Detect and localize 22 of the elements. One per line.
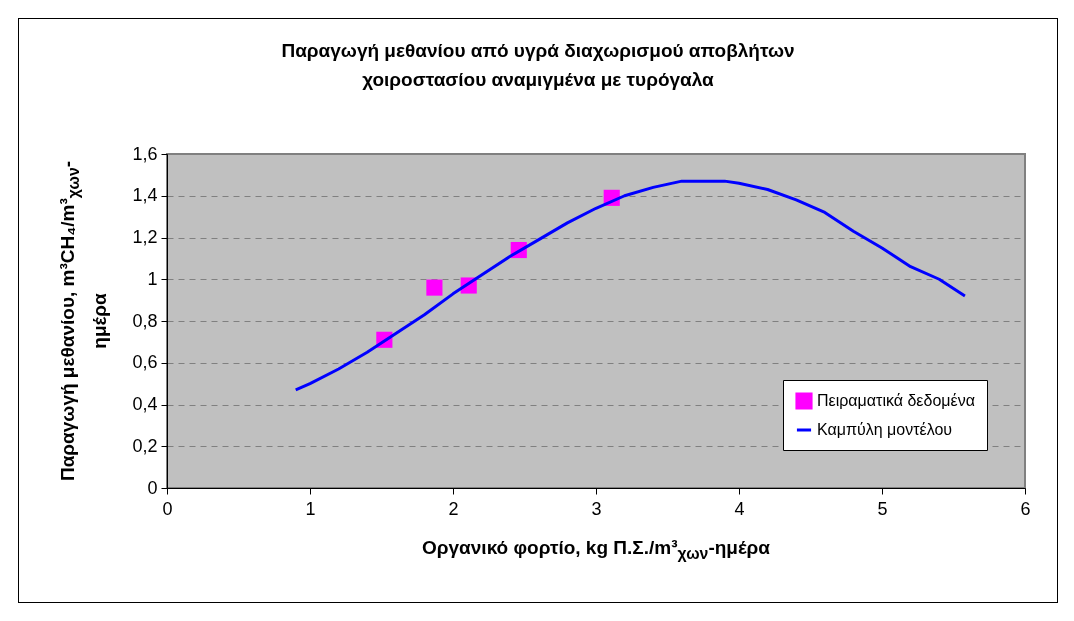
x-tick-label: 0 [162, 498, 173, 519]
legend-label: Καμπύλη μοντέλου [817, 421, 953, 438]
y-tick-label: 0,8 [132, 310, 158, 331]
y-tick-label: 1,2 [132, 227, 158, 247]
x-axis-title: Οργανικό φορτίο, kg Π.Σ./m³$_{χων}$-ημέρα [422, 537, 770, 563]
legend-label: Πειραματικά δεδομένα [817, 392, 975, 409]
y-tick-label: 0,2 [132, 435, 158, 456]
y-tick-label: 0 [147, 477, 158, 498]
x-tick-label: 3 [591, 498, 602, 519]
point [426, 279, 443, 296]
line-series [294, 179, 967, 392]
x-tick-label: 4 [734, 498, 745, 519]
x-tick-label: 2 [448, 498, 459, 519]
y-tick-label: 1,4 [132, 185, 158, 206]
y-tick-label: 1,6 [132, 143, 158, 164]
chart-title: Παραγωγή μεθανίου από υγρά διαχωρισμού αποβλήτων χοιροστασίου αναμιγμένα με τυρόγαλα [280, 39, 796, 92]
y-tick-label: 1 [147, 268, 158, 289]
y-tick-label: 0,4 [132, 394, 158, 414]
x-tick-label: 6 [1020, 498, 1031, 519]
y-tick-label: 0,6 [132, 352, 158, 373]
x-tick-label: 5 [877, 498, 888, 519]
x-tick-label: 1 [305, 498, 316, 519]
